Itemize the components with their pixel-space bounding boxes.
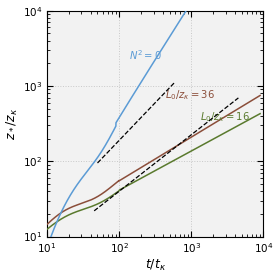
Text: $L_0/z_\kappa = 36$: $L_0/z_\kappa = 36$ <box>165 88 215 102</box>
Y-axis label: $z_* / z_\kappa$: $z_* / z_\kappa$ <box>5 107 20 140</box>
Text: $N^2=0$: $N^2=0$ <box>129 48 162 62</box>
Text: $L_0/z_\kappa = 16$: $L_0/z_\kappa = 16$ <box>200 110 249 124</box>
X-axis label: $t / t_\kappa$: $t / t_\kappa$ <box>145 258 166 273</box>
